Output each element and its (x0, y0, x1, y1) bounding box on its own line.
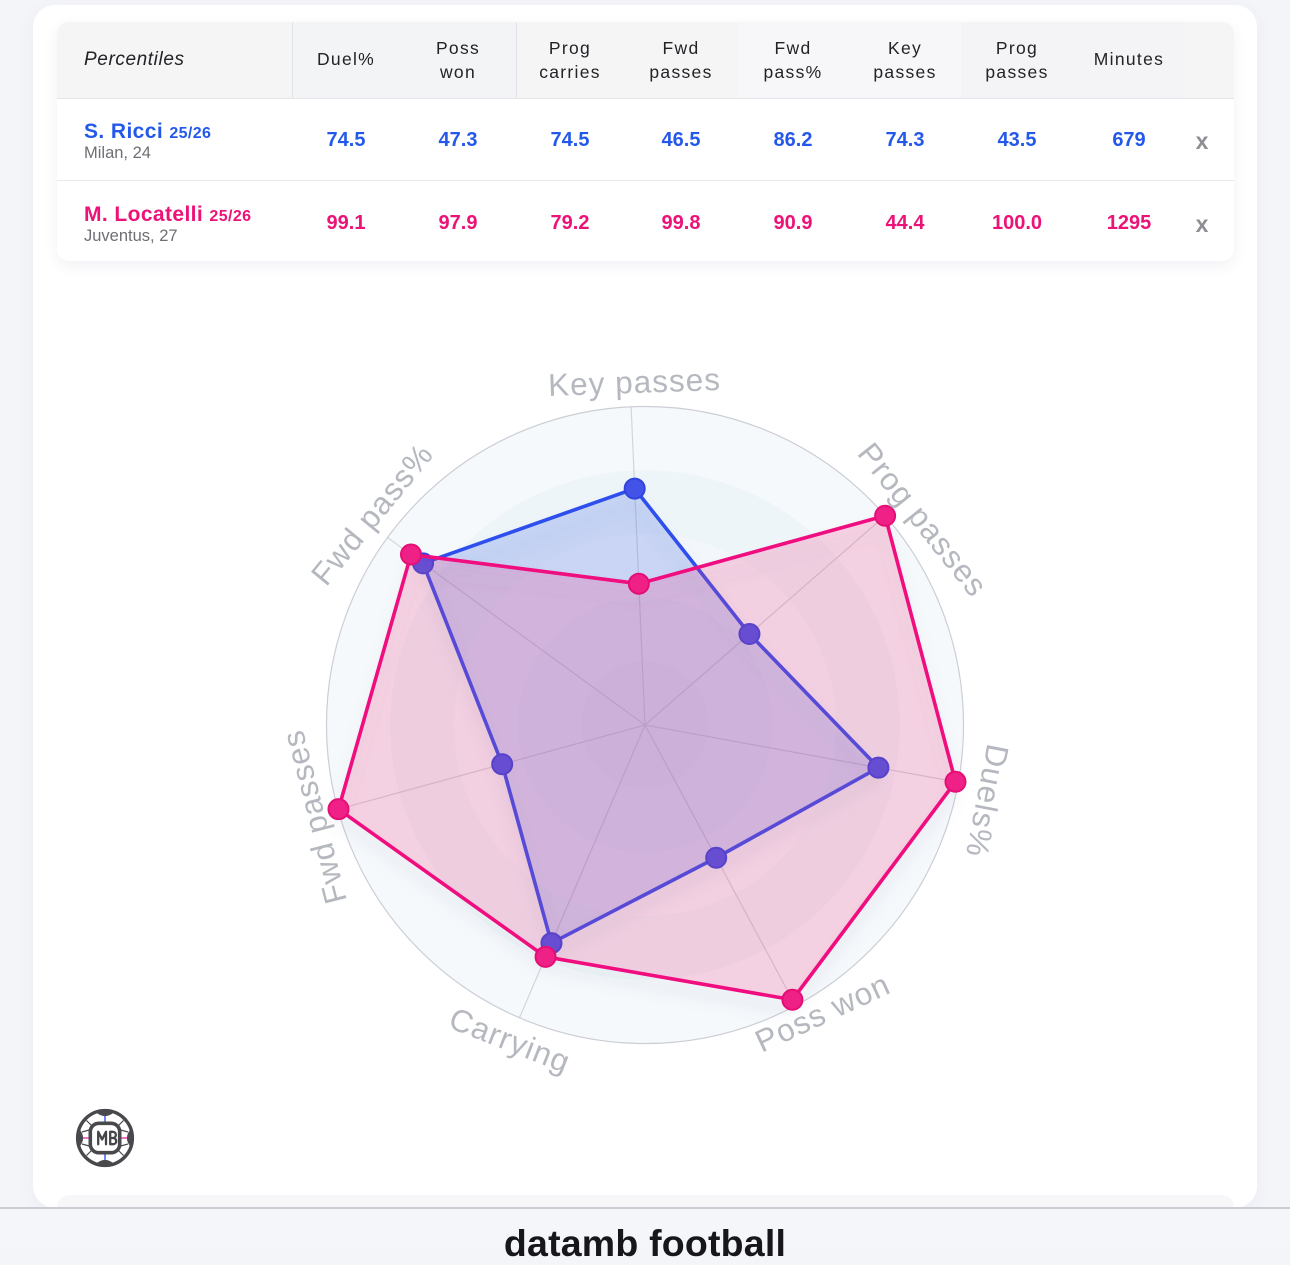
svg-text:Duels%: Duels% (959, 741, 1016, 860)
svg-text:Key passes: Key passes (548, 361, 722, 403)
